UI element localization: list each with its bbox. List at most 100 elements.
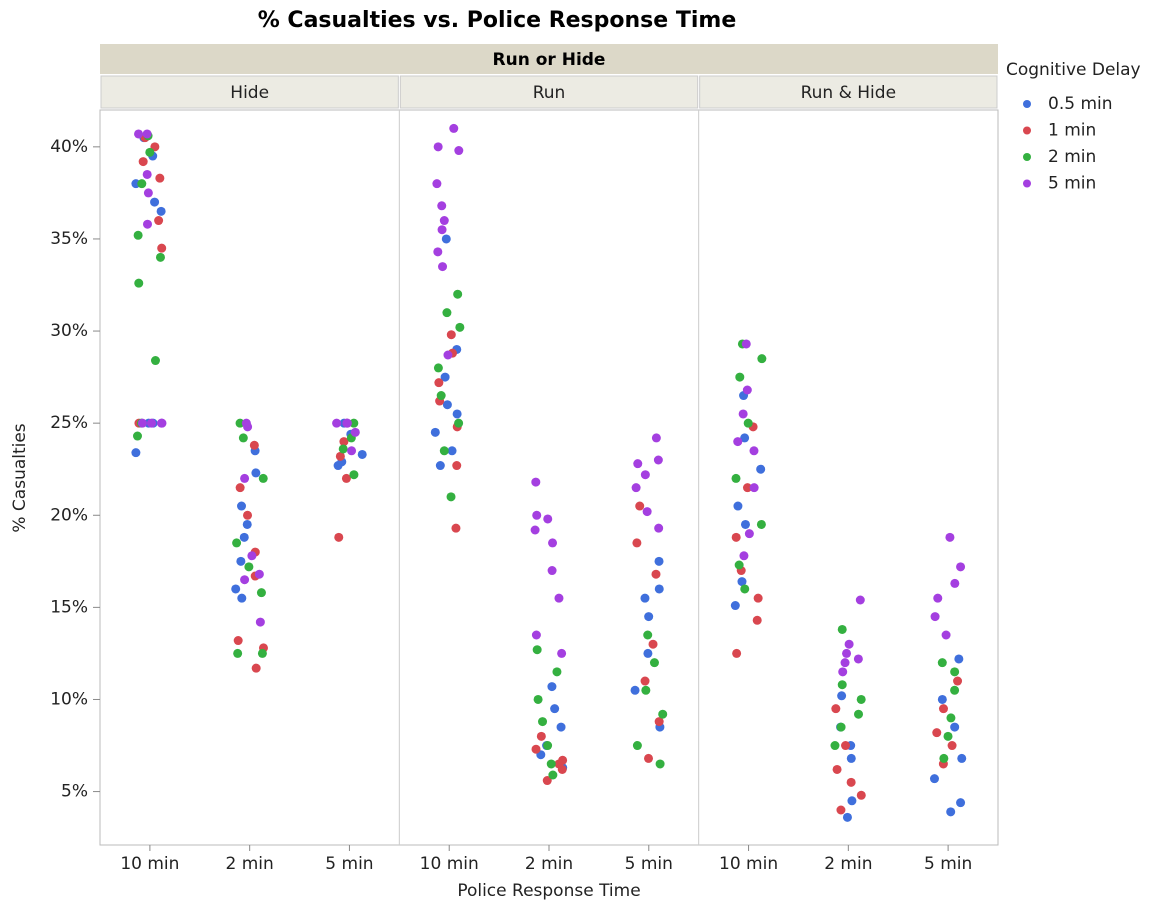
point <box>832 764 842 774</box>
point <box>837 691 847 701</box>
point <box>154 216 164 226</box>
point <box>644 612 654 622</box>
point <box>550 704 560 714</box>
point <box>231 584 241 594</box>
facet-title: Run or Hide <box>493 50 606 70</box>
point <box>156 206 166 216</box>
legend-label: 0.5 min <box>1048 94 1113 114</box>
point <box>737 577 747 587</box>
point <box>855 595 865 605</box>
point <box>132 431 142 441</box>
point <box>433 363 443 373</box>
y-tick-label: 35% <box>50 229 88 249</box>
point <box>642 507 652 517</box>
point <box>543 514 553 524</box>
point <box>841 741 851 751</box>
point <box>436 391 446 401</box>
point <box>756 464 766 474</box>
panel-header <box>699 75 998 109</box>
point <box>847 796 857 806</box>
point <box>530 525 540 535</box>
point <box>547 682 557 692</box>
chart-title: % Casualties vs. Police Response Time <box>258 8 737 33</box>
point <box>142 129 152 139</box>
point <box>338 444 348 454</box>
point <box>854 709 864 719</box>
point <box>856 694 866 704</box>
x-tick-label: 10 min <box>719 854 778 874</box>
point <box>439 216 449 226</box>
point <box>836 805 846 815</box>
point <box>655 759 665 769</box>
point <box>654 556 664 566</box>
point <box>740 519 750 529</box>
point <box>742 483 752 493</box>
point <box>738 409 748 419</box>
point <box>643 630 653 640</box>
point <box>150 197 160 207</box>
point <box>749 446 759 456</box>
point <box>453 289 463 299</box>
point <box>856 790 866 800</box>
point <box>557 648 567 658</box>
point <box>138 157 148 167</box>
point <box>235 418 245 428</box>
legend-title: Cognitive Delay <box>1006 60 1141 80</box>
point <box>837 624 847 634</box>
point <box>654 523 664 533</box>
point <box>641 685 651 695</box>
point <box>349 418 359 428</box>
y-axis-label: % Casualties <box>10 423 30 532</box>
point <box>548 538 558 548</box>
point <box>442 400 452 410</box>
point <box>244 562 254 572</box>
point <box>649 658 659 668</box>
point <box>233 648 243 658</box>
point <box>536 731 546 741</box>
point <box>731 473 741 483</box>
point <box>946 807 956 817</box>
point <box>749 483 759 493</box>
point <box>932 728 942 738</box>
point <box>651 569 661 579</box>
point <box>433 247 443 257</box>
point <box>242 519 252 529</box>
point <box>143 188 153 198</box>
y-tick-label: 10% <box>50 689 88 709</box>
point <box>640 676 650 686</box>
point <box>742 385 752 395</box>
legend-marker <box>1023 153 1031 161</box>
x-tick-label: 5 min <box>924 854 972 874</box>
point <box>741 339 751 349</box>
point <box>455 322 465 332</box>
point <box>142 219 152 229</box>
point <box>452 461 462 471</box>
point <box>950 578 960 588</box>
point <box>954 654 964 664</box>
point <box>933 593 943 603</box>
point <box>943 731 953 741</box>
point <box>237 593 247 603</box>
point <box>438 262 448 272</box>
point <box>237 501 247 511</box>
point <box>332 418 342 428</box>
point <box>630 685 640 695</box>
point <box>240 473 250 483</box>
panel-label: Run & Hide <box>801 83 896 103</box>
point <box>142 169 152 179</box>
point <box>433 142 443 152</box>
x-tick-label: 10 min <box>420 854 479 874</box>
legend-label: 2 min <box>1048 147 1096 167</box>
point <box>538 717 548 727</box>
point <box>653 455 663 465</box>
point <box>531 630 541 640</box>
point <box>434 378 444 388</box>
x-tick-label: 2 min <box>824 854 872 874</box>
point <box>939 753 949 763</box>
point <box>443 350 453 360</box>
point <box>643 648 653 658</box>
point <box>446 330 456 340</box>
point <box>543 741 553 751</box>
point <box>654 584 664 594</box>
point <box>651 433 661 443</box>
